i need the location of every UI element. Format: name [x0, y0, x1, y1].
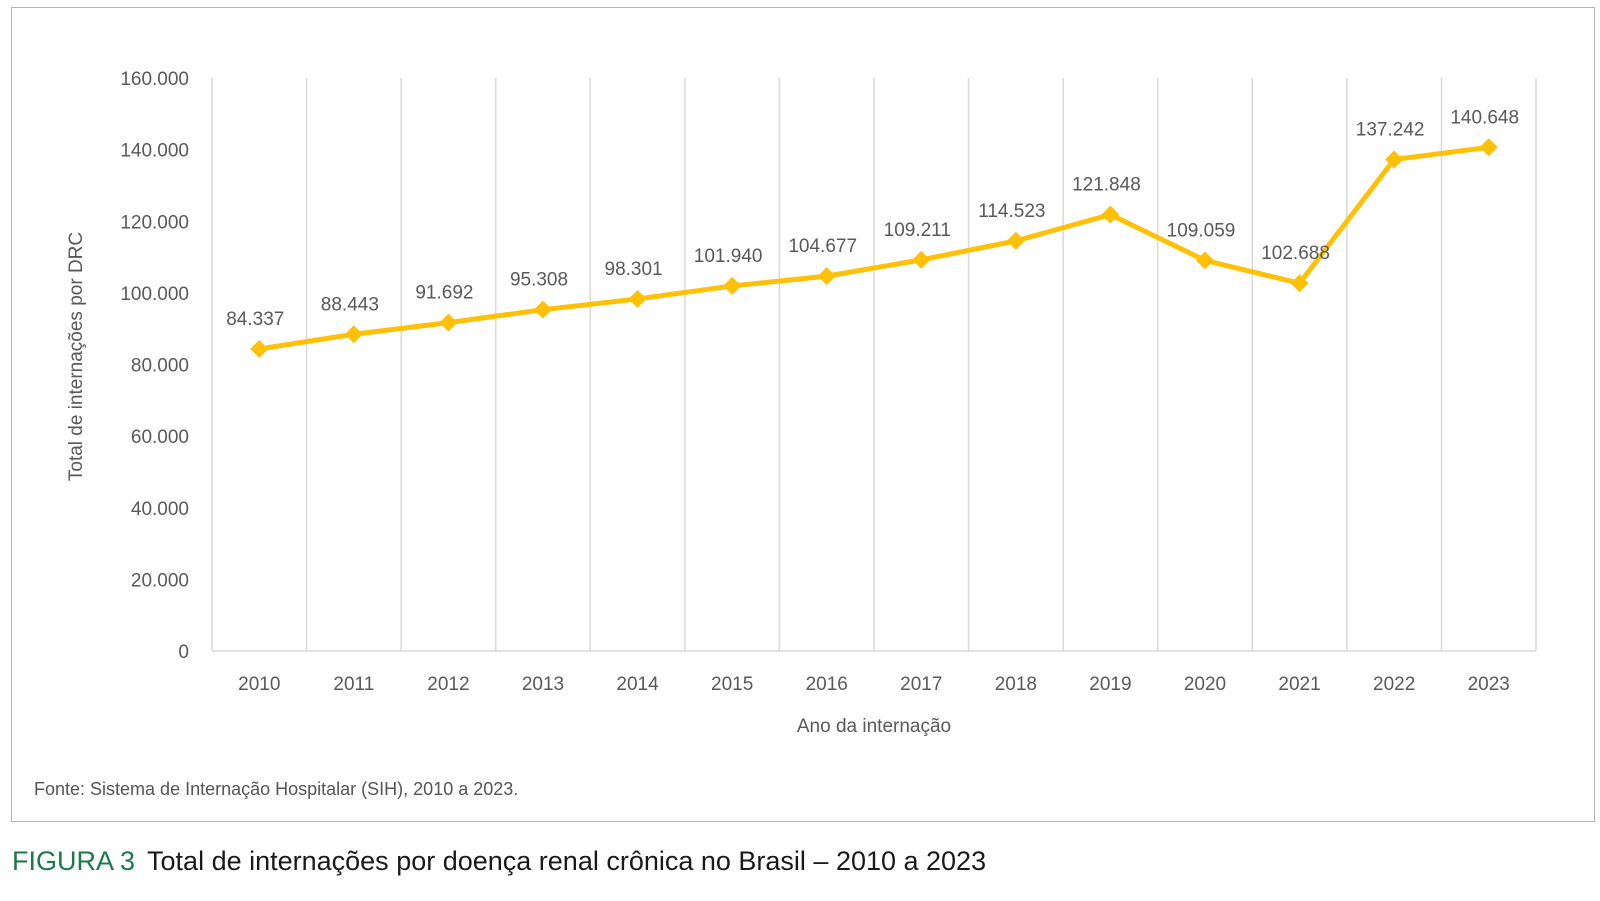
data-point-marker: [344, 325, 363, 344]
x-tick-label: 2014: [616, 674, 659, 695]
data-label: 88.443: [321, 294, 379, 315]
y-axis-title: Total de internações por DRC: [66, 232, 87, 481]
data-label: 102.688: [1261, 243, 1330, 264]
source-note: Fonte: Sistema de Internação Hospitalar …: [34, 779, 519, 799]
x-tick-label: 2023: [1468, 674, 1510, 695]
x-axis-title: Ano da internação: [797, 716, 951, 737]
data-point-marker: [723, 276, 742, 295]
y-tick-label: 80.000: [131, 356, 189, 377]
x-tick-label: 2018: [995, 674, 1037, 695]
data-point-marker: [1290, 274, 1309, 293]
data-label: 121.848: [1072, 175, 1141, 196]
x-tick-label: 2013: [522, 674, 564, 695]
data-point-marker: [1479, 138, 1498, 157]
data-point-marker: [817, 267, 836, 286]
data-label: 84.337: [226, 309, 284, 330]
y-tick-label: 60.000: [131, 427, 189, 448]
x-tick-label: 2019: [1089, 674, 1131, 695]
figure-title: Total de internações por doença renal cr…: [147, 846, 987, 876]
series-line: [256, 144, 1492, 352]
x-tick-label: 2010: [238, 674, 280, 695]
x-tick-label: 2016: [806, 674, 848, 695]
data-point-marker: [628, 289, 647, 308]
y-tick-label: 0: [178, 642, 189, 663]
x-tick-label: 2017: [900, 674, 942, 695]
data-label: 137.242: [1356, 120, 1425, 141]
y-tick-label: 100.000: [120, 284, 189, 305]
data-label: 101.940: [694, 246, 763, 267]
x-tick-label: 2021: [1278, 674, 1320, 695]
data-point-marker: [1101, 205, 1120, 224]
data-point-marker: [1006, 231, 1025, 250]
data-label: 140.648: [1450, 107, 1519, 128]
data-label: 109.211: [884, 220, 951, 241]
figure-frame: [11, 7, 1595, 822]
x-tick-label: 2015: [711, 674, 753, 695]
data-point-marker: [250, 339, 269, 358]
x-tick-label: 2011: [333, 674, 374, 695]
data-point-marker: [1385, 150, 1404, 169]
data-point-marker: [534, 300, 552, 319]
data-point-marker: [912, 250, 931, 269]
data-label: 109.059: [1167, 220, 1236, 241]
data-label: 98.301: [605, 259, 663, 280]
data-point-marker: [1196, 251, 1214, 270]
y-tick-label: 140.000: [120, 141, 189, 162]
y-tick-label: 160.000: [120, 69, 189, 90]
figure-caption: FIGURA 3 Total de internações por doença …: [12, 846, 986, 877]
x-tick-label: 2012: [427, 674, 469, 695]
y-tick-label: 20.000: [131, 570, 189, 591]
figure-label: FIGURA 3: [12, 846, 136, 876]
data-label: 91.692: [415, 283, 473, 304]
y-tick-label: 120.000: [120, 212, 189, 233]
data-label: 95.308: [510, 270, 568, 291]
data-label: 104.677: [788, 236, 857, 257]
data-label: 114.523: [978, 201, 1045, 222]
y-tick-label: 40.000: [131, 499, 189, 520]
data-point-marker: [439, 313, 458, 332]
x-tick-label: 2020: [1184, 674, 1226, 695]
x-tick-label: 2022: [1373, 674, 1415, 695]
